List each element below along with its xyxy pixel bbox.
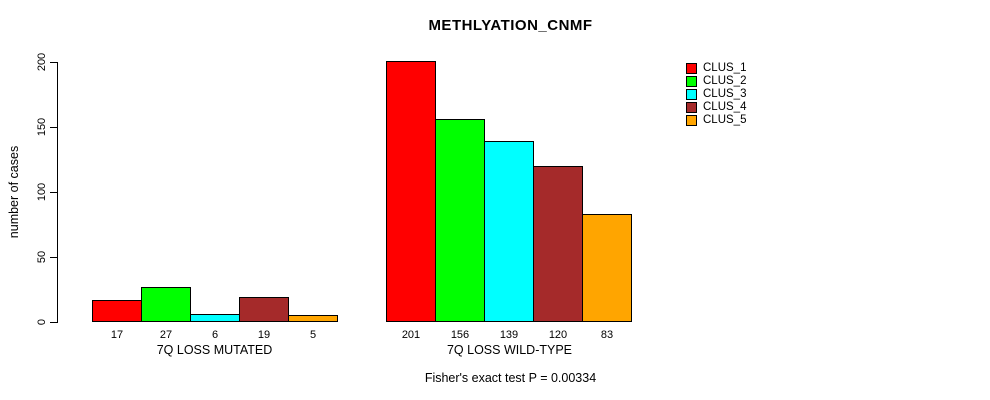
y-axis-tick-label: 150 — [36, 117, 48, 137]
chart-title: METHLYATION_CNMF — [428, 17, 593, 34]
y-axis-tick — [50, 127, 57, 128]
bar-clus_1-group1 — [386, 61, 436, 322]
legend-row: CLUS_2 — [686, 75, 746, 88]
legend: CLUS_1 CLUS_2 CLUS_3 CLUS_4 CLUS_5 — [686, 62, 746, 127]
bar-value-label: 19 — [257, 329, 271, 341]
fisher-test-annotation: Fisher's exact test P = 0.00334 — [424, 371, 597, 385]
bar-value-label: 6 — [211, 329, 219, 341]
y-axis-tick — [50, 257, 57, 258]
bar-clus_1-group0 — [92, 300, 142, 322]
legend-swatch-clus-1 — [686, 63, 697, 74]
legend-swatch-clus-4 — [686, 102, 697, 113]
bar-clus_5-group0 — [288, 315, 338, 322]
bar-value-label: 201 — [401, 329, 421, 341]
y-axis-tick — [50, 322, 57, 323]
bar-value-label: 27 — [159, 329, 173, 341]
y-axis-tick-label: 100 — [36, 182, 48, 202]
bar-clus_2-group0 — [141, 287, 191, 322]
bar-clus_3-group0 — [190, 314, 240, 322]
y-axis-tick — [50, 62, 57, 63]
y-axis-line — [57, 62, 58, 323]
legend-label: CLUS_5 — [703, 114, 747, 126]
legend-row: CLUS_3 — [686, 88, 746, 101]
y-axis-tick-label: 0 — [36, 318, 48, 326]
y-axis-label: number of cases — [7, 145, 21, 239]
legend-label: CLUS_3 — [703, 88, 747, 100]
bar-value-label: 120 — [548, 329, 568, 341]
legend-swatch-clus-3 — [686, 89, 697, 100]
legend-swatch-clus-2 — [686, 76, 697, 87]
bar-value-label: 139 — [499, 329, 519, 341]
legend-row: CLUS_1 — [686, 62, 746, 75]
bar-clus_3-group1 — [484, 141, 534, 322]
bar-value-label: 17 — [110, 329, 124, 341]
bar-clus_4-group0 — [239, 297, 289, 322]
y-axis-tick-label: 50 — [36, 250, 48, 264]
y-axis-tick-label: 200 — [36, 52, 48, 72]
bar-clus_5-group1 — [582, 214, 632, 322]
bar-value-label: 5 — [309, 329, 317, 341]
legend-swatch-clus-5 — [686, 115, 697, 126]
bar-value-label: 83 — [600, 329, 614, 341]
group-label-wild-type: 7Q LOSS WILD-TYPE — [446, 343, 573, 357]
bar-clus_2-group1 — [435, 119, 485, 322]
legend-row: CLUS_4 — [686, 101, 746, 114]
legend-row: CLUS_5 — [686, 114, 746, 127]
bar-value-label: 156 — [450, 329, 470, 341]
legend-label: CLUS_2 — [703, 75, 747, 87]
bar-clus_4-group1 — [533, 166, 583, 322]
group-label-mutated: 7Q LOSS MUTATED — [156, 343, 273, 357]
legend-label: CLUS_4 — [703, 101, 747, 113]
legend-label: CLUS_1 — [703, 62, 747, 74]
y-axis-tick — [50, 192, 57, 193]
